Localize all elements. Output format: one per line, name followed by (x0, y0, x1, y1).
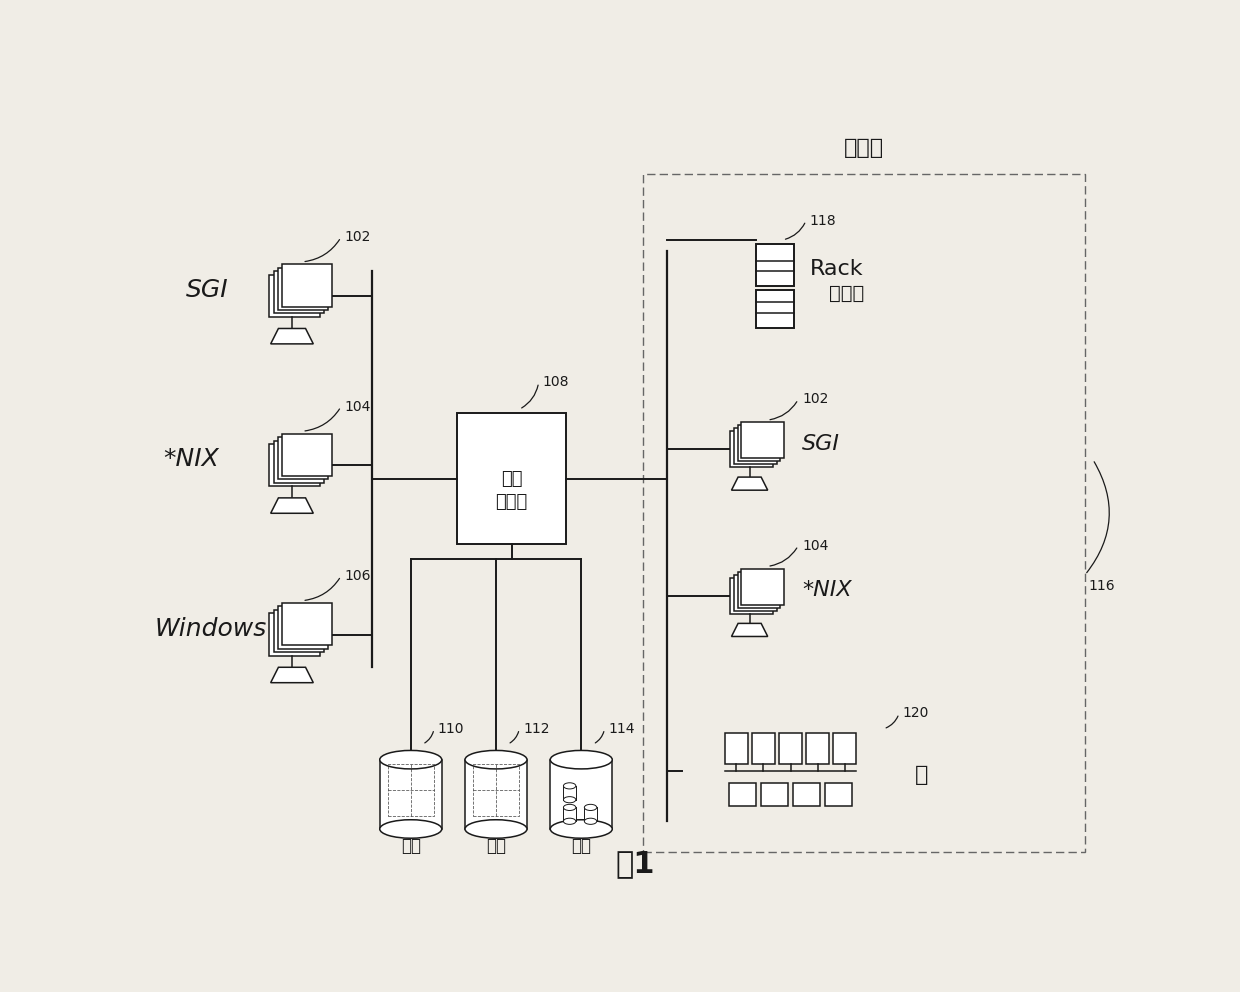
Ellipse shape (551, 819, 613, 838)
Text: 102: 102 (345, 230, 371, 244)
Text: 服务器: 服务器 (495, 493, 528, 511)
Ellipse shape (563, 818, 575, 824)
Bar (730, 432, 774, 467)
Text: 106: 106 (345, 569, 371, 583)
Bar (269, 444, 320, 486)
Polygon shape (270, 328, 314, 344)
Bar (458, 414, 565, 544)
Bar (734, 429, 776, 464)
Bar (551, 760, 613, 829)
Bar (274, 440, 324, 483)
Bar (274, 271, 324, 313)
Bar (269, 275, 320, 316)
Bar (738, 426, 780, 461)
Bar (742, 568, 784, 605)
Bar (833, 733, 857, 764)
Ellipse shape (584, 818, 596, 824)
Text: 108: 108 (543, 375, 569, 390)
Bar (755, 290, 795, 328)
Bar (755, 244, 795, 286)
Bar (730, 577, 774, 614)
Bar (779, 733, 802, 764)
Text: *NIX: *NIX (162, 447, 218, 471)
Text: 远程: 远程 (401, 837, 420, 855)
Text: SGI: SGI (186, 278, 228, 302)
Bar (644, 175, 1085, 852)
Text: Windows: Windows (155, 617, 268, 641)
Text: 图1: 图1 (616, 849, 655, 878)
Ellipse shape (465, 750, 527, 769)
Bar (283, 603, 332, 646)
Text: 120: 120 (903, 706, 929, 720)
Text: 成簇: 成簇 (572, 837, 591, 855)
Bar (792, 783, 820, 806)
Ellipse shape (584, 805, 596, 810)
Bar (465, 760, 527, 829)
Text: 110: 110 (438, 722, 464, 736)
Bar (269, 613, 320, 656)
Text: SGI: SGI (802, 434, 841, 454)
Bar (278, 437, 329, 479)
Bar (825, 783, 852, 806)
Text: Rack: Rack (810, 259, 863, 279)
Bar (379, 760, 441, 829)
Bar (283, 434, 332, 476)
Polygon shape (732, 623, 768, 637)
Text: 簇: 簇 (915, 765, 928, 785)
Ellipse shape (465, 819, 527, 838)
Bar (742, 423, 784, 458)
Text: 104: 104 (802, 539, 828, 553)
Text: 服务器: 服务器 (830, 285, 864, 304)
Bar (283, 264, 332, 307)
Ellipse shape (563, 805, 575, 810)
Ellipse shape (379, 750, 441, 769)
Text: 网络: 网络 (501, 469, 522, 488)
Ellipse shape (551, 750, 613, 769)
Text: 102: 102 (802, 393, 828, 407)
Text: 112: 112 (523, 722, 549, 736)
Text: 118: 118 (810, 213, 837, 228)
Text: 异源簇: 异源簇 (844, 138, 884, 158)
Bar (274, 610, 324, 653)
Text: 本地: 本地 (486, 837, 506, 855)
Text: *NIX: *NIX (802, 580, 852, 600)
Bar (738, 571, 780, 608)
Bar (729, 783, 756, 806)
Bar (278, 606, 329, 649)
Polygon shape (270, 498, 314, 513)
Polygon shape (270, 668, 314, 682)
Polygon shape (732, 477, 768, 490)
Bar (751, 733, 775, 764)
Ellipse shape (563, 797, 575, 803)
Text: 116: 116 (1089, 579, 1116, 593)
Bar (806, 733, 830, 764)
Text: 104: 104 (345, 400, 371, 414)
Bar (563, 786, 575, 800)
Text: 114: 114 (609, 722, 635, 736)
Bar (724, 733, 748, 764)
Ellipse shape (379, 819, 441, 838)
Bar (584, 807, 596, 821)
Bar (734, 574, 776, 611)
Bar (761, 783, 789, 806)
Ellipse shape (563, 783, 575, 789)
Bar (563, 807, 575, 821)
Bar (278, 268, 329, 310)
